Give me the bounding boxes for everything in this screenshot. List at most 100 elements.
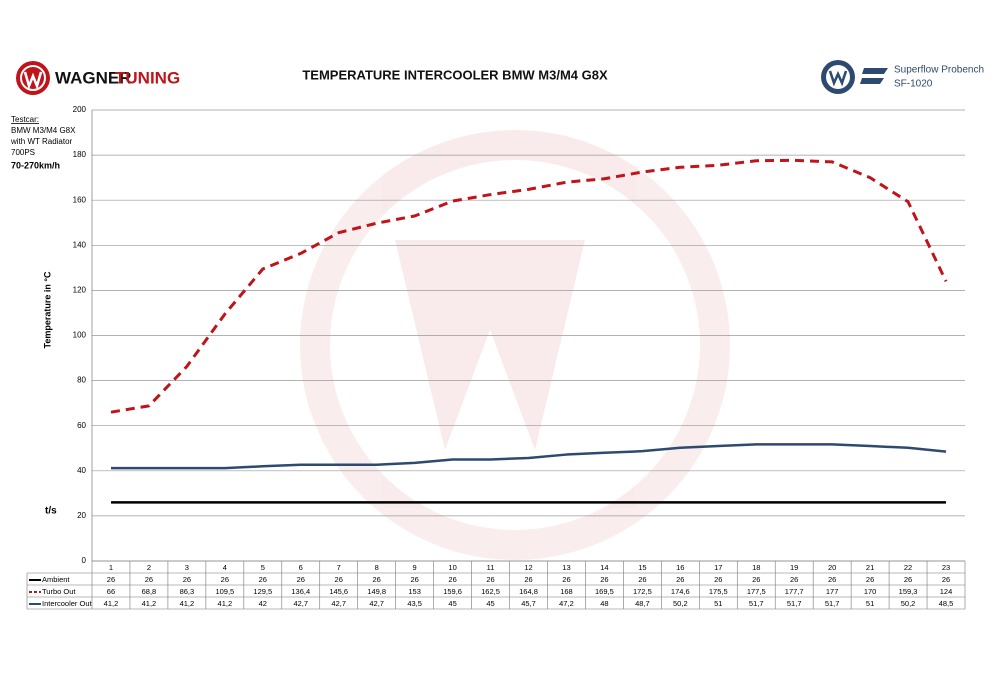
- table-cell: 41,2: [142, 599, 157, 608]
- legend-label: Intercooler Out: [42, 599, 93, 608]
- table-cell: 26: [221, 575, 229, 584]
- x-tick-label: 21: [866, 563, 874, 572]
- note: Testcar:: [11, 115, 39, 124]
- chart-title: TEMPERATURE INTERCOOLER BMW M3/M4 G8X: [302, 67, 608, 82]
- table-cell: 50,2: [673, 599, 688, 608]
- table-cell: 50,2: [901, 599, 916, 608]
- x-tick-label: 1: [109, 563, 113, 572]
- note: 700PS: [11, 148, 35, 157]
- table-cell: 164,8: [519, 587, 538, 596]
- table-cell: 177: [826, 587, 839, 596]
- y-tick-label: 180: [73, 150, 87, 159]
- table-cell: 26: [714, 575, 722, 584]
- y-tick-label: 120: [73, 286, 87, 295]
- table-cell: 109,5: [215, 587, 234, 596]
- x-tick-label: 13: [562, 563, 570, 572]
- x-tick-label: 5: [261, 563, 265, 572]
- table-cell: 68,8: [142, 587, 157, 596]
- table-cell: 26: [297, 575, 305, 584]
- bench-model: SF-1020: [894, 79, 933, 90]
- x-tick-label: 14: [600, 563, 608, 572]
- table-cell: 48,5: [939, 599, 954, 608]
- table-cell: 26: [145, 575, 153, 584]
- table-cell: 169,5: [595, 587, 614, 596]
- x-tick-label: 6: [299, 563, 303, 572]
- table-cell: 26: [373, 575, 381, 584]
- x-tick-label: 10: [448, 563, 456, 572]
- table-cell: 41,2: [180, 599, 195, 608]
- table-cell: 26: [107, 575, 115, 584]
- x-tick-label: 16: [676, 563, 684, 572]
- table-cell: 129,5: [253, 587, 272, 596]
- table-cell: 41,2: [218, 599, 233, 608]
- y-tick-label: 80: [77, 376, 86, 385]
- table-cell: 43,5: [407, 599, 422, 608]
- table-cell: 26: [828, 575, 836, 584]
- table-cell: 26: [183, 575, 191, 584]
- series-line: [110, 443, 947, 470]
- y-tick-label: 0: [82, 556, 87, 565]
- x-tick-label: 19: [790, 563, 798, 572]
- table-cell: 26: [790, 575, 798, 584]
- table-cell: 172,5: [633, 587, 652, 596]
- table-cell: 51: [866, 599, 874, 608]
- x-tick-label: 15: [638, 563, 646, 572]
- table-cell: 175,5: [709, 587, 728, 596]
- table-cell: 47,2: [559, 599, 574, 608]
- table-cell: 145,6: [329, 587, 348, 596]
- brand-name: TUNING: [115, 68, 180, 87]
- table-cell: 86,3: [180, 587, 195, 596]
- table-cell: 26: [638, 575, 646, 584]
- y-tick-label: 160: [73, 195, 87, 204]
- table-cell: 26: [562, 575, 570, 584]
- table-cell: 177,5: [747, 587, 766, 596]
- table-cell: 45: [486, 599, 494, 608]
- y-tick-label: 60: [77, 421, 86, 430]
- table-cell: 42,7: [369, 599, 384, 608]
- series-line: [110, 158, 948, 414]
- x-tick-label: 7: [337, 563, 341, 572]
- x-tick-label: 11: [487, 563, 495, 572]
- table-cell: 136,4: [291, 587, 310, 596]
- table-cell: 51,7: [825, 599, 840, 608]
- table-cell: 170: [864, 587, 877, 596]
- y-tick-label: 100: [73, 331, 87, 340]
- table-cell: 42,7: [293, 599, 308, 608]
- legend-label: Ambient: [42, 575, 70, 584]
- note: 70-270km/h: [11, 160, 60, 170]
- x-tick-label: 18: [752, 563, 760, 572]
- table-cell: 26: [259, 575, 267, 584]
- table-cell: 48: [600, 599, 608, 608]
- table-cell: 26: [486, 575, 494, 584]
- table-cell: 124: [940, 587, 953, 596]
- table-cell: 42,7: [331, 599, 346, 608]
- table-cell: 45,7: [521, 599, 536, 608]
- brand-logo: [16, 61, 50, 95]
- x-tick-label: 17: [714, 563, 722, 572]
- table-cell: 51,7: [749, 599, 764, 608]
- brand-name: WAGNER: [55, 68, 132, 87]
- x-tick-label: 20: [828, 563, 836, 572]
- table-cell: 153: [408, 587, 421, 596]
- x-tick-label: 8: [375, 563, 379, 572]
- bench-name: Superflow Probench: [894, 65, 984, 76]
- table-cell: 26: [904, 575, 912, 584]
- y-tick-label: 40: [77, 466, 86, 475]
- y-axis-label: Temperature in °C: [42, 271, 52, 348]
- x-tick-label: 23: [942, 563, 950, 572]
- table-cell: 168: [560, 587, 573, 596]
- table-cell: 45: [448, 599, 456, 608]
- table-cell: 66: [107, 587, 115, 596]
- table-cell: 42: [259, 599, 267, 608]
- table-cell: 177,7: [785, 587, 804, 596]
- table-cell: 51: [714, 599, 722, 608]
- table-cell: 26: [410, 575, 418, 584]
- table-cell: 26: [448, 575, 456, 584]
- y-tick-label: 200: [73, 105, 87, 114]
- table-cell: 26: [524, 575, 532, 584]
- table-cell: 26: [942, 575, 950, 584]
- x-tick-label: 12: [524, 563, 532, 572]
- table-cell: 41,2: [104, 599, 119, 608]
- table-cell: 26: [752, 575, 760, 584]
